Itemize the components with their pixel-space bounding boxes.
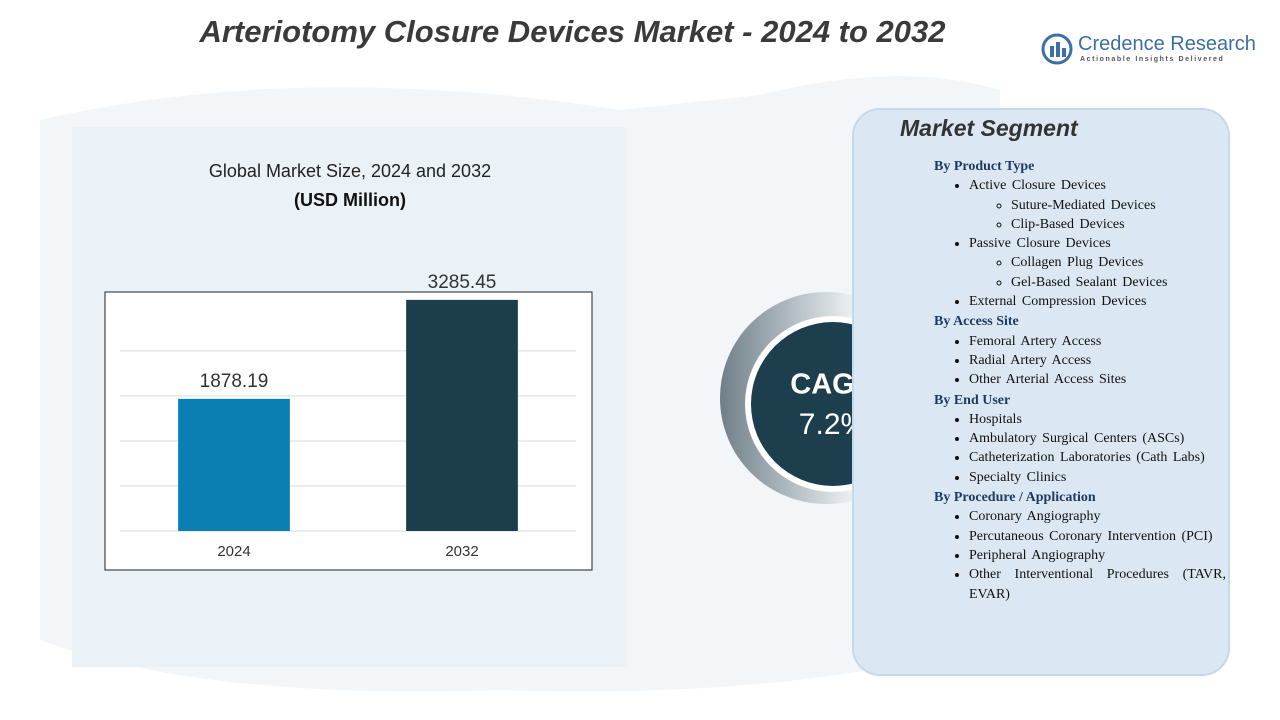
segment-item: Percutaneous Coronary Intervention (PCI) xyxy=(969,527,1226,546)
segment-items: Femoral Artery Access Radial Artery Acces… xyxy=(934,332,1226,390)
segment-heading: By Product Type xyxy=(934,159,1035,174)
chart-frame xyxy=(104,291,593,571)
value-label: 3285.45 xyxy=(428,272,497,293)
segment-item-text: Peripheral Angiography xyxy=(969,547,1106,563)
segment-list: By Product Type Active Closure Devices Sut… xyxy=(934,156,1226,604)
logo-name: Credence Research xyxy=(1078,33,1256,55)
segment-items: Coronary Angiography Percutaneous Coronar… xyxy=(934,507,1226,603)
segment-item: Passive Closure DevicesCollagen Plug Dev… xyxy=(969,234,1226,292)
segment-item: Femoral Artery Access xyxy=(969,332,1226,351)
segment-heading: By Procedure / Application xyxy=(934,490,1096,506)
segment-item: Coronary Angiography xyxy=(969,507,1226,526)
x-tick-label: 2024 xyxy=(217,543,250,560)
segment-subitem: Clip-Based Devices xyxy=(1011,215,1226,234)
segment-item-text: Other Arterial Access Sites xyxy=(969,372,1127,388)
segment-item: Other Interventional Procedures (TAVR, E… xyxy=(969,565,1226,604)
segment-item: Hospitals xyxy=(969,410,1226,429)
segment-item: Other Arterial Access Sites xyxy=(969,370,1226,389)
segment-title: Market Segment xyxy=(900,115,1078,141)
logo-tagline: Actionable Insights Delivered xyxy=(1080,56,1225,63)
segment-subitem: Collagen Plug Devices xyxy=(1011,253,1226,272)
x-tick-label: 2032 xyxy=(445,543,478,560)
bar xyxy=(178,398,290,531)
segment-item: Peripheral Angiography xyxy=(969,546,1226,565)
segment-item-text: Passive Closure Devices xyxy=(969,236,1111,252)
segment-item: Ambulatory Surgical Centers (ASCs) xyxy=(969,429,1226,448)
segment-item: Active Closure Devices Suture-Mediated De… xyxy=(969,176,1226,234)
segment-subitems: Suture-Mediated DevicesClip-Based Device… xyxy=(969,196,1226,235)
page-title: Arteriotomy Closure Devices Market - 202… xyxy=(199,14,946,49)
segment-items: Active Closure Devices Suture-Mediated De… xyxy=(934,176,1226,311)
chart-subtitle: (USD Million) xyxy=(294,190,406,210)
segment-item-text: Radial Artery Access xyxy=(969,352,1092,368)
segment-heading: By Access Site xyxy=(934,314,1019,330)
segment-items: Hospitals Ambulatory Surgical Centers (AS… xyxy=(934,410,1226,487)
segment-item-text: Hospitals xyxy=(969,411,1022,427)
value-label: 1878.19 xyxy=(200,371,269,392)
bar xyxy=(406,299,518,531)
segment-subitems: Collagen Plug DevicesGel-Based Sealant D… xyxy=(969,253,1226,292)
segment-item-text: Active Closure Devices xyxy=(969,178,1106,194)
segment-item-text: Ambulatory Surgical Centers (ASCs) xyxy=(969,431,1185,447)
segment-item-text: Femoral Artery Access xyxy=(969,333,1102,349)
segment-subitem: Gel-Based Sealant Devices xyxy=(1011,273,1226,292)
logo-icon xyxy=(1041,33,1073,65)
segment-item: External Compression Devices xyxy=(969,292,1226,311)
segment-heading: By End User xyxy=(934,392,1011,408)
segment-item-text: Catheterization Laboratories (Cath Labs) xyxy=(969,450,1205,466)
segment-item-text: Specialty Clinics xyxy=(969,469,1067,485)
segment-item-text: Other Interventional Procedures (TAVR, E… xyxy=(969,567,1226,602)
chart-title: Global Market Size, 2024 and 2032 xyxy=(209,161,491,181)
segment-item: Radial Artery Access xyxy=(969,351,1226,370)
segment-panel xyxy=(852,108,1230,676)
segment-item-text: Percutaneous Coronary Intervention (PCI) xyxy=(969,528,1213,544)
segment-subitem: Suture-Mediated Devices xyxy=(1011,196,1226,215)
segment-item-text: External Compression Devices xyxy=(969,294,1147,310)
segment-item: Specialty Clinics xyxy=(969,468,1226,487)
segment-item-text: Coronary Angiography xyxy=(969,509,1101,525)
segment-item: Catheterization Laboratories (Cath Labs) xyxy=(969,448,1226,467)
